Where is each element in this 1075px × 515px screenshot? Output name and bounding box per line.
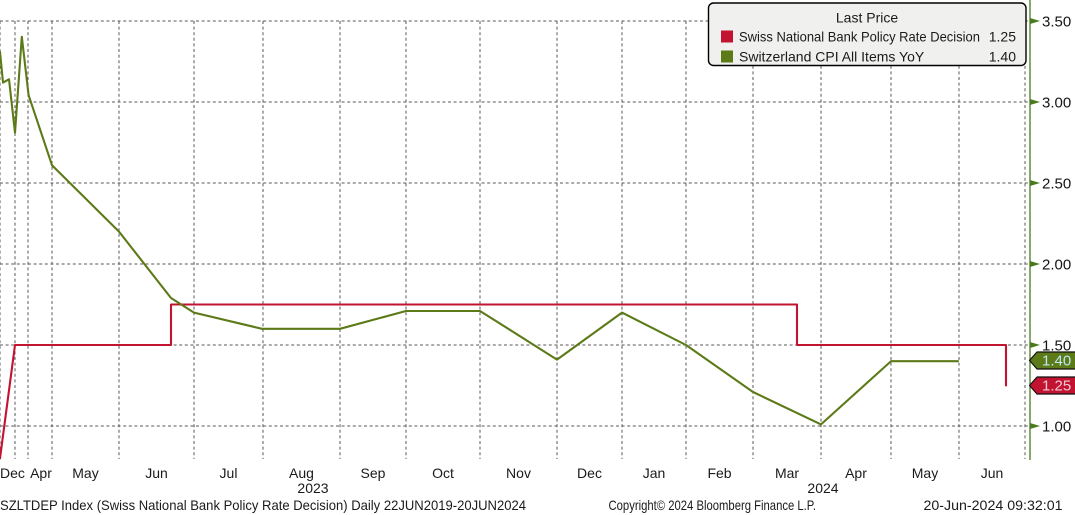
svg-text:2.00: 2.00 <box>1042 257 1071 274</box>
svg-text:3.00: 3.00 <box>1042 95 1071 112</box>
svg-text:1.25: 1.25 <box>1042 378 1071 395</box>
svg-text:1.25: 1.25 <box>989 29 1016 45</box>
svg-text:Aug: Aug <box>289 465 314 481</box>
svg-text:Nov: Nov <box>506 465 531 481</box>
svg-text:Dec: Dec <box>577 465 602 481</box>
svg-text:3.50: 3.50 <box>1042 14 1071 31</box>
svg-text:2024: 2024 <box>807 480 838 496</box>
svg-text:Dec: Dec <box>0 465 25 481</box>
svg-text:Oct: Oct <box>432 465 454 481</box>
svg-text:Copyright© 2024 Bloomberg Fina: Copyright© 2024 Bloomberg Finance L.P. <box>609 497 817 513</box>
svg-text:Sep: Sep <box>361 465 386 481</box>
svg-text:Apr: Apr <box>30 465 52 481</box>
svg-text:1.40: 1.40 <box>989 49 1016 65</box>
svg-text:Jul: Jul <box>220 465 238 481</box>
svg-text:Jan: Jan <box>643 465 666 481</box>
svg-text:Swiss National Bank Policy Rat: Swiss National Bank Policy Rate Decision <box>739 29 980 45</box>
svg-text:Last Price: Last Price <box>836 10 898 26</box>
svg-text:Switzerland CPI All Items YoY: Switzerland CPI All Items YoY <box>739 49 925 65</box>
svg-text:1.40: 1.40 <box>1042 353 1071 370</box>
svg-text:Jun: Jun <box>981 465 1004 481</box>
svg-text:Mar: Mar <box>775 465 799 481</box>
svg-text:1.50: 1.50 <box>1042 338 1071 355</box>
svg-text:May: May <box>912 465 938 481</box>
svg-text:Jun: Jun <box>145 465 168 481</box>
svg-text:May: May <box>72 465 98 481</box>
svg-text:2023: 2023 <box>297 480 328 496</box>
svg-text:1.00: 1.00 <box>1042 419 1071 436</box>
svg-text:Feb: Feb <box>707 465 731 481</box>
svg-text:20-Jun-2024 09:32:01: 20-Jun-2024 09:32:01 <box>924 497 1063 513</box>
svg-text:SZLTDEP Index (Swiss National: SZLTDEP Index (Swiss National Bank Polic… <box>0 497 526 513</box>
svg-text:Apr: Apr <box>845 465 867 481</box>
svg-text:2.50: 2.50 <box>1042 176 1071 193</box>
